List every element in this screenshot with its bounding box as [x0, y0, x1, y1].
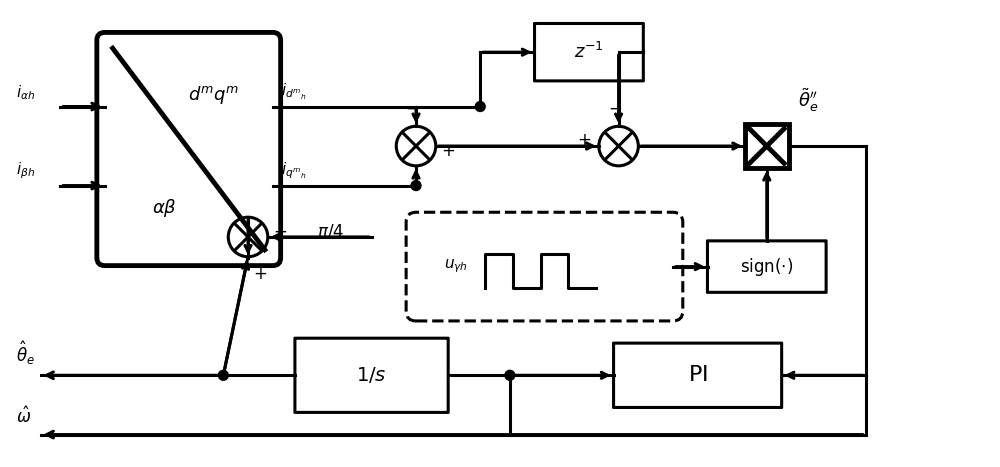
Text: $+$: $+$ — [253, 265, 267, 283]
Text: $z^{-1}$: $z^{-1}$ — [574, 42, 604, 62]
Text: $\hat{\theta}_e$: $\hat{\theta}_e$ — [16, 340, 35, 368]
Text: $1/s$: $1/s$ — [356, 365, 387, 385]
Bar — [745, 124, 789, 168]
FancyBboxPatch shape — [614, 343, 782, 407]
Text: $\pi/4$: $\pi/4$ — [317, 222, 344, 240]
Circle shape — [505, 370, 515, 380]
Text: $i_{q^m{}_h}$: $i_{q^m{}_h}$ — [281, 160, 306, 181]
FancyBboxPatch shape — [295, 338, 448, 412]
FancyBboxPatch shape — [535, 23, 643, 81]
Text: $-$: $-$ — [405, 99, 419, 116]
Text: $\alpha\beta$: $\alpha\beta$ — [152, 197, 176, 219]
Text: $u_{\gamma h}$: $u_{\gamma h}$ — [444, 258, 468, 276]
Text: $-$: $-$ — [608, 99, 622, 116]
Text: $\tilde{\theta}_e''$: $\tilde{\theta}_e''$ — [798, 87, 819, 114]
Circle shape — [475, 102, 485, 112]
Text: $\hat{\omega}$: $\hat{\omega}$ — [16, 406, 31, 427]
Text: $-$: $-$ — [273, 222, 287, 240]
Text: $d^m q^m$: $d^m q^m$ — [188, 84, 239, 106]
FancyBboxPatch shape — [97, 32, 281, 266]
FancyBboxPatch shape — [406, 212, 683, 321]
Text: $\mathrm{sign}(\cdot)$: $\mathrm{sign}(\cdot)$ — [740, 255, 793, 277]
Circle shape — [411, 181, 421, 191]
Text: $i_{\alpha h}$: $i_{\alpha h}$ — [16, 83, 35, 102]
Text: $+$: $+$ — [577, 131, 591, 149]
Text: $+$: $+$ — [441, 142, 455, 160]
Circle shape — [218, 370, 228, 380]
FancyBboxPatch shape — [707, 241, 826, 292]
Text: $i_{d^m{}_h}$: $i_{d^m{}_h}$ — [281, 81, 306, 102]
Text: $\mathrm{PI}$: $\mathrm{PI}$ — [688, 364, 708, 386]
Text: $i_{\beta h}$: $i_{\beta h}$ — [16, 160, 35, 181]
